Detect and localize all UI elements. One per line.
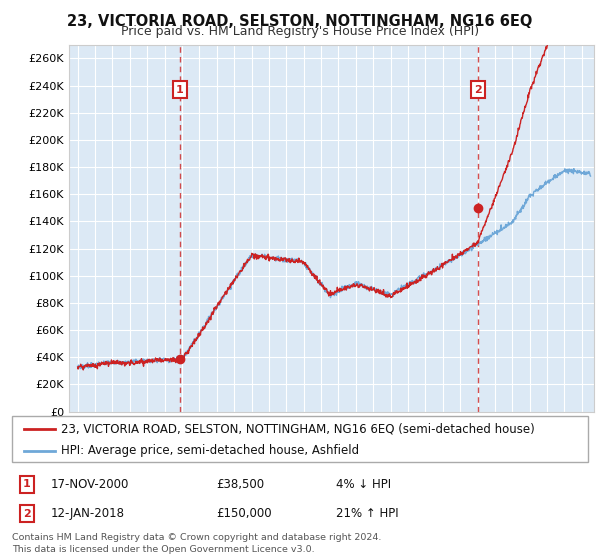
- Text: 23, VICTORIA ROAD, SELSTON, NOTTINGHAM, NG16 6EQ (semi-detached house): 23, VICTORIA ROAD, SELSTON, NOTTINGHAM, …: [61, 422, 535, 436]
- Text: 1: 1: [23, 479, 31, 489]
- Text: 4% ↓ HPI: 4% ↓ HPI: [336, 478, 391, 491]
- Text: HPI: Average price, semi-detached house, Ashfield: HPI: Average price, semi-detached house,…: [61, 444, 359, 457]
- Text: Contains HM Land Registry data © Crown copyright and database right 2024.: Contains HM Land Registry data © Crown c…: [12, 533, 382, 542]
- Text: 17-NOV-2000: 17-NOV-2000: [51, 478, 130, 491]
- Text: £38,500: £38,500: [216, 478, 264, 491]
- Text: £150,000: £150,000: [216, 507, 272, 520]
- Text: 1: 1: [176, 85, 184, 95]
- Text: This data is licensed under the Open Government Licence v3.0.: This data is licensed under the Open Gov…: [12, 545, 314, 554]
- FancyBboxPatch shape: [12, 416, 588, 462]
- Text: Price paid vs. HM Land Registry's House Price Index (HPI): Price paid vs. HM Land Registry's House …: [121, 25, 479, 38]
- Text: 2: 2: [475, 85, 482, 95]
- Text: 23, VICTORIA ROAD, SELSTON, NOTTINGHAM, NG16 6EQ: 23, VICTORIA ROAD, SELSTON, NOTTINGHAM, …: [67, 14, 533, 29]
- Text: 21% ↑ HPI: 21% ↑ HPI: [336, 507, 398, 520]
- Text: 2: 2: [23, 508, 31, 519]
- Text: 12-JAN-2018: 12-JAN-2018: [51, 507, 125, 520]
